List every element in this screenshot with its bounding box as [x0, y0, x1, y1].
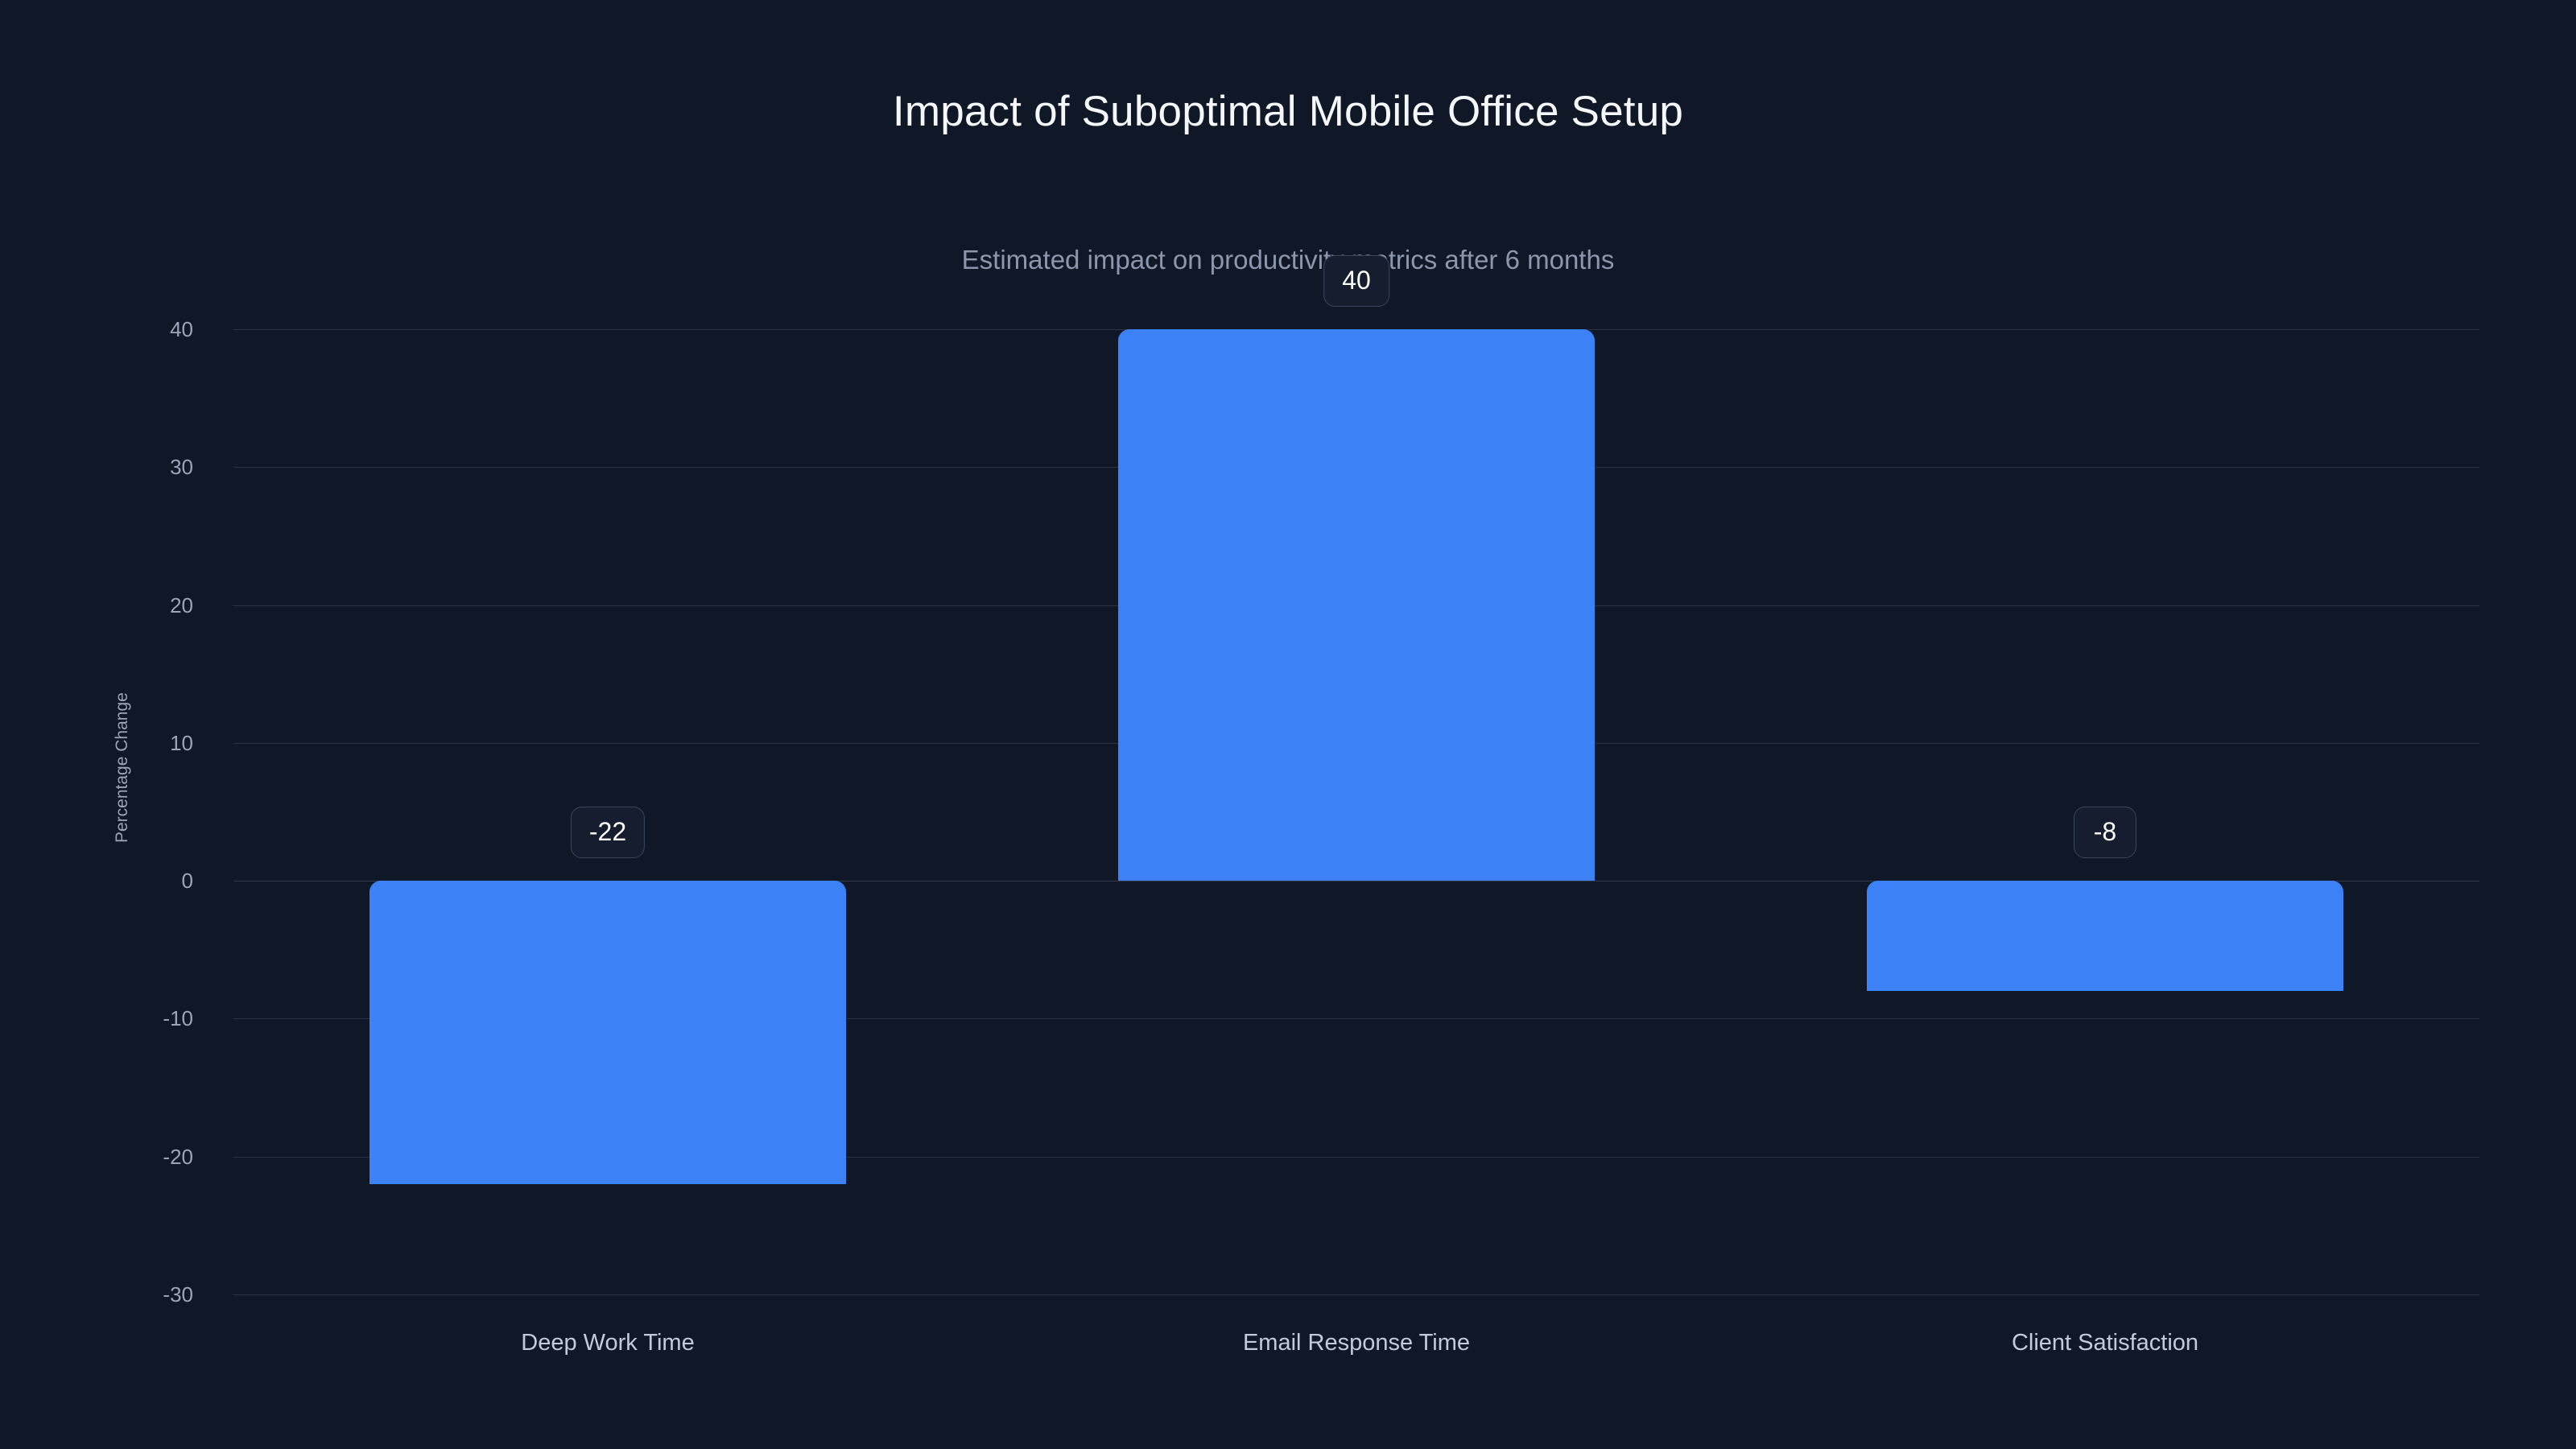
- gridline: [233, 1294, 2479, 1295]
- chart-title: Impact of Suboptimal Mobile Office Setup: [892, 88, 1684, 135]
- y-axis-tick-label: -10: [163, 1006, 193, 1031]
- y-axis-tick-label: -20: [163, 1144, 193, 1169]
- y-axis-tick-label: 40: [170, 317, 193, 341]
- bar-value-label: 40: [1323, 255, 1389, 307]
- y-axis-tick-label: 0: [181, 869, 193, 894]
- x-axis-tick-label: Email Response Time: [1242, 1330, 1471, 1356]
- x-axis-tick-label: Client Satisfaction: [2011, 1330, 2199, 1356]
- gridline: [233, 1018, 2479, 1020]
- y-axis-tick-label: 30: [170, 455, 193, 480]
- x-axis-tick-label: Deep Work Time: [521, 1330, 695, 1356]
- bar-value-label: -22: [570, 807, 646, 859]
- y-axis-tick-label: 20: [170, 592, 193, 617]
- gridline: [233, 1156, 2479, 1158]
- bar[interactable]: [1118, 329, 1595, 881]
- bar-value-label: -8: [2074, 807, 2136, 859]
- bar[interactable]: [369, 881, 846, 1184]
- y-axis-title: Percentage Change: [113, 692, 131, 843]
- y-axis-tick-label: -30: [163, 1282, 193, 1307]
- chart-subtitle: Estimated impact on productivity metrics…: [961, 245, 1615, 275]
- plot-area: 40 30 20 10 0 -10 -20 -30 -22 40 -8 Deep Work Tim…: [163, 255, 2479, 1355]
- y-axis-tick-label: 10: [170, 730, 193, 755]
- bar[interactable]: [1867, 881, 2343, 992]
